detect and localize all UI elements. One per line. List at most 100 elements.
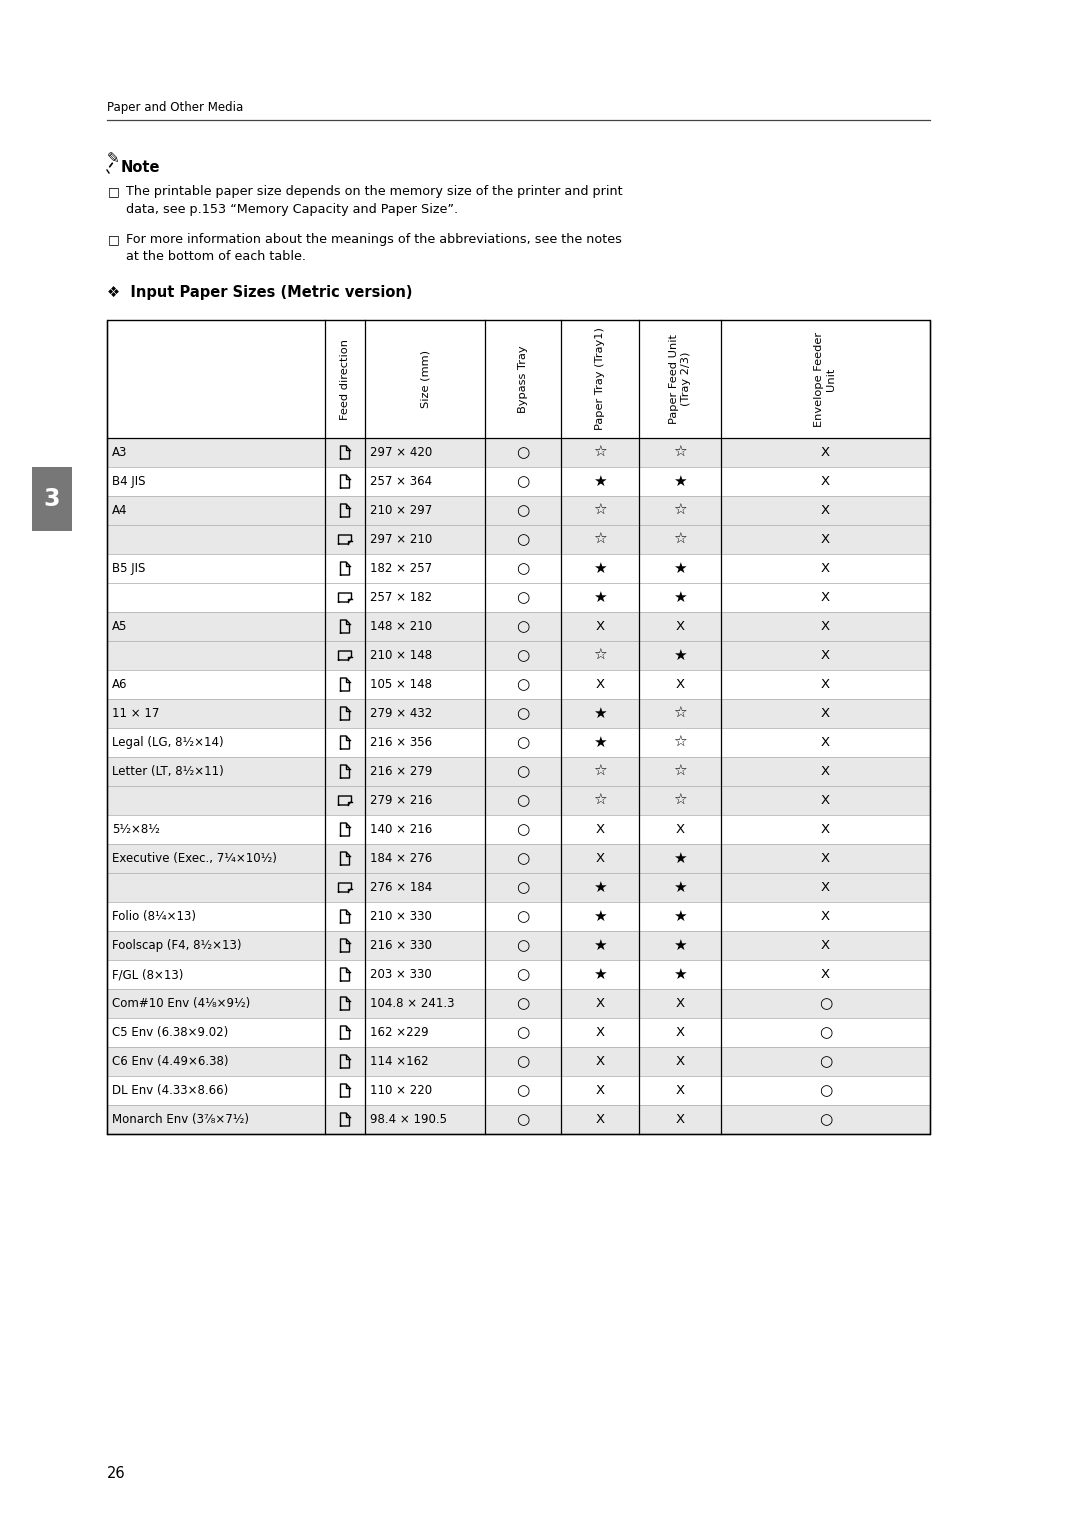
Text: A3: A3 (112, 446, 127, 458)
Text: ★: ★ (673, 967, 687, 983)
Text: 104.8 × 241.3: 104.8 × 241.3 (370, 996, 455, 1010)
Text: ○: ○ (819, 1112, 832, 1128)
Text: data, see p.153 “Memory Capacity and Paper Size”.: data, see p.153 “Memory Capacity and Pap… (126, 203, 458, 215)
Text: 276 × 184: 276 × 184 (370, 882, 432, 894)
Text: X: X (675, 678, 685, 691)
Text: Paper Tray (Tray1): Paper Tray (Tray1) (595, 327, 605, 431)
Text: Folio (8¹⁄₄×13): Folio (8¹⁄₄×13) (112, 911, 195, 923)
Text: 257 × 182: 257 × 182 (370, 591, 432, 604)
Bar (107, 1047, 930, 1076)
Text: 216 × 356: 216 × 356 (370, 736, 432, 749)
Text: Feed direction: Feed direction (340, 339, 350, 420)
Text: ★: ★ (673, 561, 687, 576)
Text: For more information about the meanings of the abbreviations, see the notes: For more information about the meanings … (126, 234, 622, 246)
Text: ☆: ☆ (673, 532, 687, 547)
Text: ○: ○ (516, 793, 529, 808)
Text: ★: ★ (593, 938, 607, 953)
Text: ○: ○ (516, 735, 529, 750)
Text: X: X (821, 446, 831, 458)
Text: 257 × 364: 257 × 364 (370, 475, 432, 487)
Text: A4: A4 (112, 504, 127, 516)
Text: X: X (675, 1112, 685, 1126)
Text: ★: ★ (673, 938, 687, 953)
Text: ○: ○ (516, 967, 529, 983)
Text: ★: ★ (593, 590, 607, 605)
Text: X: X (821, 940, 831, 952)
Text: ★: ★ (673, 590, 687, 605)
Text: 114 ×162: 114 ×162 (370, 1054, 429, 1068)
Text: ○: ○ (516, 880, 529, 895)
Text: X: X (595, 678, 605, 691)
Text: X: X (821, 504, 831, 516)
Text: 210 × 330: 210 × 330 (370, 911, 432, 923)
Text: ★: ★ (673, 474, 687, 489)
Text: ○: ○ (516, 503, 529, 518)
Text: ○: ○ (516, 764, 529, 779)
Bar (107, 468, 930, 497)
Text: X: X (821, 969, 831, 981)
Text: F/GL (8×13): F/GL (8×13) (112, 969, 184, 981)
Text: X: X (821, 649, 831, 662)
Text: C6 Env (4.49×6.38): C6 Env (4.49×6.38) (112, 1054, 229, 1068)
Text: ○: ○ (819, 1083, 832, 1099)
Text: ○: ○ (819, 996, 832, 1012)
Bar (107, 642, 930, 669)
Text: X: X (675, 996, 685, 1010)
Text: Executive (Exec., 7¹⁄₄×10¹⁄₂): Executive (Exec., 7¹⁄₄×10¹⁄₂) (112, 853, 276, 865)
Text: ○: ○ (516, 909, 529, 924)
Text: A6: A6 (112, 678, 127, 691)
Text: ✎: ✎ (107, 151, 120, 167)
Text: X: X (595, 620, 605, 633)
Text: Paper Feed Unit
(Tray 2/3): Paper Feed Unit (Tray 2/3) (670, 335, 691, 423)
Text: X: X (595, 1112, 605, 1126)
Text: 182 × 257: 182 × 257 (370, 562, 432, 575)
Text: ○: ○ (516, 822, 529, 837)
Bar (107, 497, 930, 526)
Text: X: X (595, 996, 605, 1010)
Text: A5: A5 (112, 620, 127, 633)
Text: ○: ○ (516, 996, 529, 1012)
Text: ☆: ☆ (593, 445, 607, 460)
Text: 140 × 216: 140 × 216 (370, 824, 432, 836)
Text: ☆: ☆ (673, 503, 687, 518)
Bar (107, 814, 930, 843)
Bar (107, 1105, 930, 1134)
Text: C5 Env (6.38×9.02): C5 Env (6.38×9.02) (112, 1025, 228, 1039)
Text: Com#10 Env (4¹⁄₈×9¹⁄₂): Com#10 Env (4¹⁄₈×9¹⁄₂) (112, 996, 251, 1010)
Text: 5¹⁄₂×8¹⁄₂: 5¹⁄₂×8¹⁄₂ (112, 824, 160, 836)
Text: 210 × 297: 210 × 297 (370, 504, 432, 516)
Bar (107, 698, 930, 727)
Text: ★: ★ (673, 909, 687, 924)
Text: ★: ★ (673, 851, 687, 866)
Bar (107, 727, 930, 756)
Bar (107, 989, 930, 1018)
Bar (107, 669, 930, 698)
Text: X: X (821, 678, 831, 691)
Text: ○: ○ (819, 1025, 832, 1041)
Text: X: X (675, 824, 685, 836)
Text: ○: ○ (516, 648, 529, 663)
Text: X: X (821, 824, 831, 836)
Text: ☆: ☆ (593, 793, 607, 808)
Text: ○: ○ (516, 1083, 529, 1099)
Text: X: X (821, 736, 831, 749)
Text: Note: Note (121, 159, 161, 174)
Text: ☆: ☆ (673, 445, 687, 460)
Text: 279 × 432: 279 × 432 (370, 707, 432, 720)
Text: ★: ★ (593, 909, 607, 924)
Text: 279 × 216: 279 × 216 (370, 795, 432, 807)
Text: 98.4 × 190.5: 98.4 × 190.5 (370, 1112, 447, 1126)
Text: X: X (595, 1054, 605, 1068)
Text: 148 × 210: 148 × 210 (370, 620, 432, 633)
Bar (107, 756, 930, 785)
Bar (107, 872, 930, 902)
Text: ☆: ☆ (673, 793, 687, 808)
Text: ○: ○ (516, 445, 529, 460)
Text: □: □ (108, 234, 120, 246)
Text: B4 JIS: B4 JIS (112, 475, 146, 487)
Bar (32, 468, 72, 530)
Text: ○: ○ (516, 532, 529, 547)
Text: ☆: ☆ (593, 648, 607, 663)
Text: X: X (821, 853, 831, 865)
Text: ★: ★ (593, 561, 607, 576)
